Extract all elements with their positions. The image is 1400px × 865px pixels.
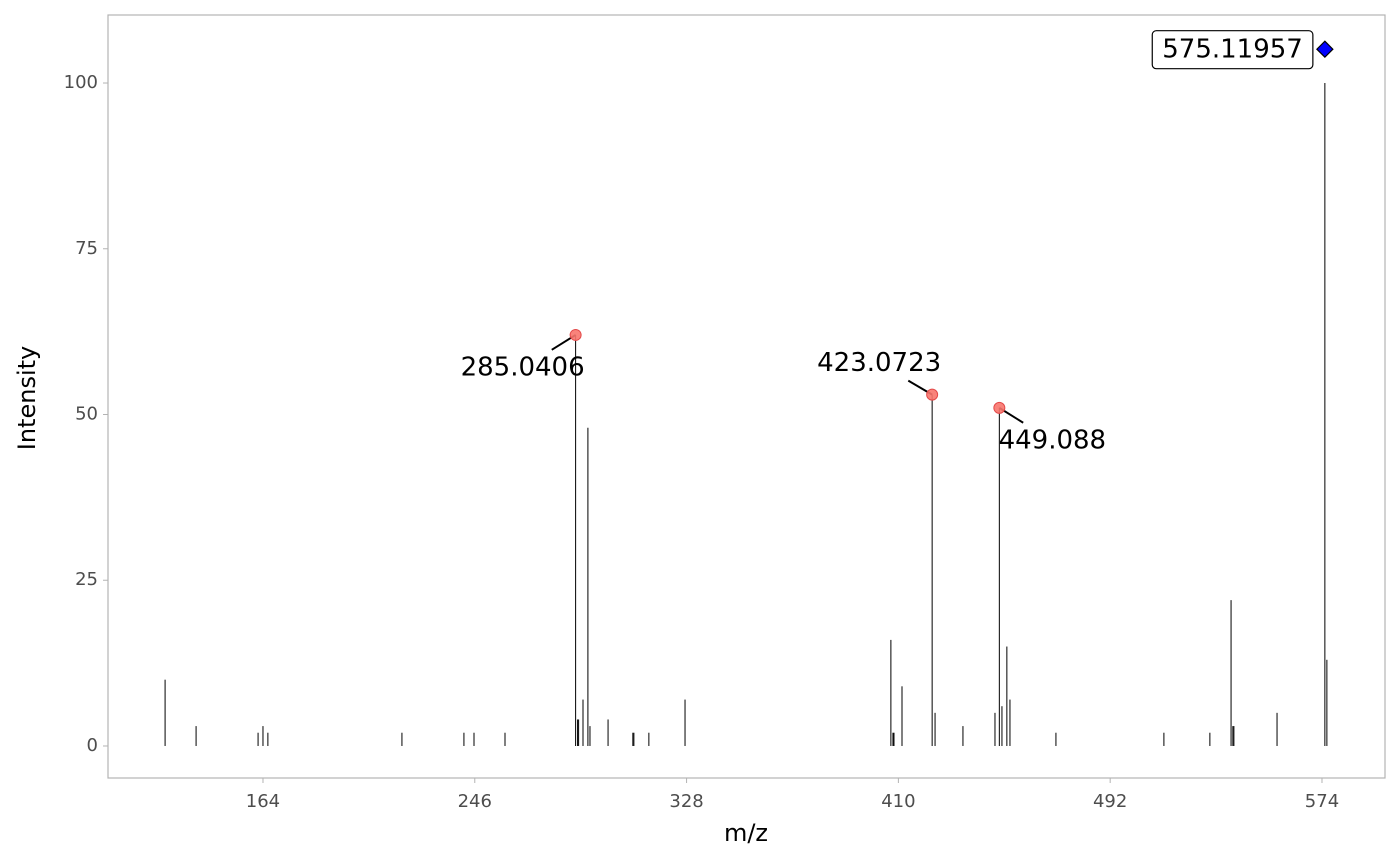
x-tick-label: 164 (246, 791, 280, 812)
precursor-box (1151, 30, 1314, 70)
panel-border (107, 14, 1386, 779)
x-tick-label: 328 (669, 791, 703, 812)
y-tick-label: 50 (75, 403, 98, 424)
y-tick-label: 75 (75, 238, 98, 259)
y-tick-label: 25 (75, 569, 98, 590)
y-tick-label: 0 (87, 735, 98, 756)
precursor-label: 575.11957 (1162, 35, 1303, 65)
highlight-point (993, 401, 1006, 414)
y-axis-title: Intensity (13, 346, 41, 450)
peak-label: 423.0723 (817, 348, 941, 378)
peak-label: 449.088 (999, 425, 1107, 455)
x-tick-label: 246 (458, 791, 492, 812)
x-tick-label: 574 (1305, 791, 1339, 812)
precursor-marker (1316, 40, 1334, 59)
x-tick-label: 492 (1093, 791, 1127, 812)
x-axis-title: m/z (724, 819, 768, 847)
peak-label: 285.0406 (461, 352, 585, 382)
y-tick-label: 100 (64, 72, 98, 93)
highlight-point (926, 388, 939, 401)
x-tick-label: 410 (881, 791, 915, 812)
highlight-point (569, 328, 582, 341)
